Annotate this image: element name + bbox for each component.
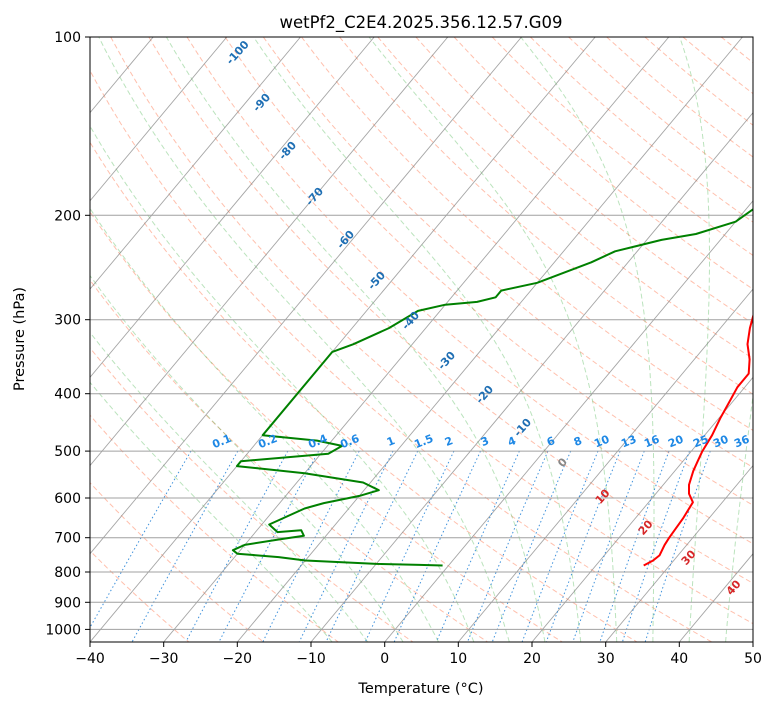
background-lines: [90, 37, 753, 642]
y-tick-label: 900: [54, 595, 81, 611]
isotherm: [384, 200, 753, 642]
x-tick-label: 50: [744, 651, 762, 667]
x-tick-label: 20: [523, 651, 541, 667]
moist-adiabat: [165, 37, 546, 642]
mixing-ratio-line: [218, 450, 320, 642]
moist-adiabat: [90, 331, 369, 642]
chart-title: wetPf2_C2E4.2025.356.12.57.G09: [279, 13, 562, 33]
isotherm: [90, 37, 596, 642]
mixing-ratio-label: 36: [732, 433, 751, 451]
y-tick-label: 700: [54, 531, 81, 547]
y-tick-label: 500: [54, 444, 81, 460]
isotherm: [236, 37, 743, 642]
mixing-ratio-line: [545, 450, 621, 642]
dry-adiabat: [186, 37, 753, 545]
moist-adiabat: [98, 37, 510, 642]
mixing-ratio-line: [90, 450, 192, 629]
dry-adiabat: [415, 37, 753, 325]
mixing-ratio-line: [572, 450, 645, 642]
y-tick-label: 400: [54, 387, 81, 403]
x-tick-label: 10: [449, 651, 467, 667]
isotherm: [457, 288, 753, 642]
dry-adiabat: [224, 37, 753, 506]
x-axis-title: Temperature (°C): [357, 681, 483, 697]
y-tick-label: 200: [54, 208, 81, 224]
mixing-ratio-line: [521, 450, 599, 642]
isotherm: [90, 37, 228, 202]
dry-adiabat: [110, 37, 753, 625]
mixing-ratio-line: [298, 450, 394, 642]
isotherm: [90, 37, 449, 467]
mixing-ratio-line: [185, 450, 289, 642]
moist-adiabat: [90, 207, 439, 642]
mixing-ratio-label: 3: [479, 434, 491, 449]
y-tick-label: 600: [54, 491, 81, 507]
mixing-ratio-line: [491, 450, 572, 642]
moist-adiabat: [368, 37, 618, 642]
axis-ticks: −40 −30 −20 −10 0 10 20 30 40 50 1000 900 800 700 600 5…: [45, 30, 762, 667]
isotherm: [605, 464, 753, 642]
x-tick-label: 40: [670, 651, 688, 667]
isotherm: [90, 37, 301, 290]
dry-adiabat: [90, 279, 488, 642]
mixing-ratio-label: 2: [443, 434, 455, 449]
mixing-ratio-line: [262, 450, 360, 642]
temperature-profile-line: [643, 312, 753, 567]
mixing-ratio-label: 16: [642, 433, 661, 451]
mixing-ratio-line: [393, 450, 481, 642]
dry-adiabat: [90, 482, 264, 642]
isotherm: [90, 37, 375, 379]
moist-adiabat: [253, 37, 582, 642]
moist-adiabat: [520, 37, 655, 642]
moist-adiabat: [679, 37, 710, 642]
plot-frame: [89, 36, 754, 643]
moist-adiabat: [725, 392, 753, 642]
dewpoint-profile-line: [231, 206, 753, 567]
dry-adiabat: [90, 210, 563, 642]
x-tick-label: 0: [380, 651, 389, 667]
mixing-ratio-label: 8: [572, 434, 584, 449]
mixing-ratio-label: 25: [691, 433, 710, 451]
x-tick-label: −10: [296, 651, 326, 667]
y-tick-label: 300: [54, 313, 81, 329]
isotherm: [531, 376, 753, 642]
y-axis-title: Pressure (hPa): [12, 287, 28, 391]
isotherm: [163, 37, 670, 642]
dry-adiabat: [148, 37, 753, 584]
mixing-ratio-line: [131, 450, 239, 642]
x-tick-label: −20: [223, 651, 253, 667]
isotherm: [90, 37, 522, 555]
y-tick-label: 100: [54, 30, 81, 46]
dry-adiabat: [90, 69, 712, 642]
dry-adiabat: [90, 550, 190, 642]
mixing-ratio-line: [644, 450, 711, 642]
mixing-ratio-label: 30: [711, 433, 730, 451]
isotherm: [310, 111, 753, 642]
y-tick-label: 800: [54, 565, 81, 581]
x-tick-label: −40: [75, 651, 105, 667]
y-tick-label: 1000: [45, 622, 81, 638]
mixing-ratio-label: 13: [619, 433, 638, 451]
moist-adiabat: [90, 125, 475, 642]
mixing-ratio-label: 1: [385, 434, 397, 449]
mixing-ratio-line: [599, 450, 670, 642]
x-tick-label: 30: [597, 651, 615, 667]
dry-adiabat: [90, 141, 638, 642]
mixing-ratio-label: 20: [666, 433, 685, 451]
x-tick-label: −30: [149, 651, 179, 667]
dry-adiabat: [453, 37, 753, 290]
moist-adiabat: [90, 274, 404, 642]
series-layer: [231, 206, 753, 567]
mixing-ratio-label: 10: [592, 433, 611, 451]
